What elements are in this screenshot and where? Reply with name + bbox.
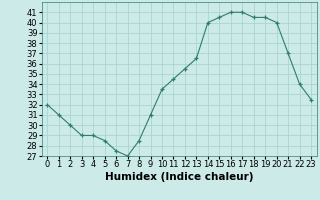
X-axis label: Humidex (Indice chaleur): Humidex (Indice chaleur) [105,172,253,182]
